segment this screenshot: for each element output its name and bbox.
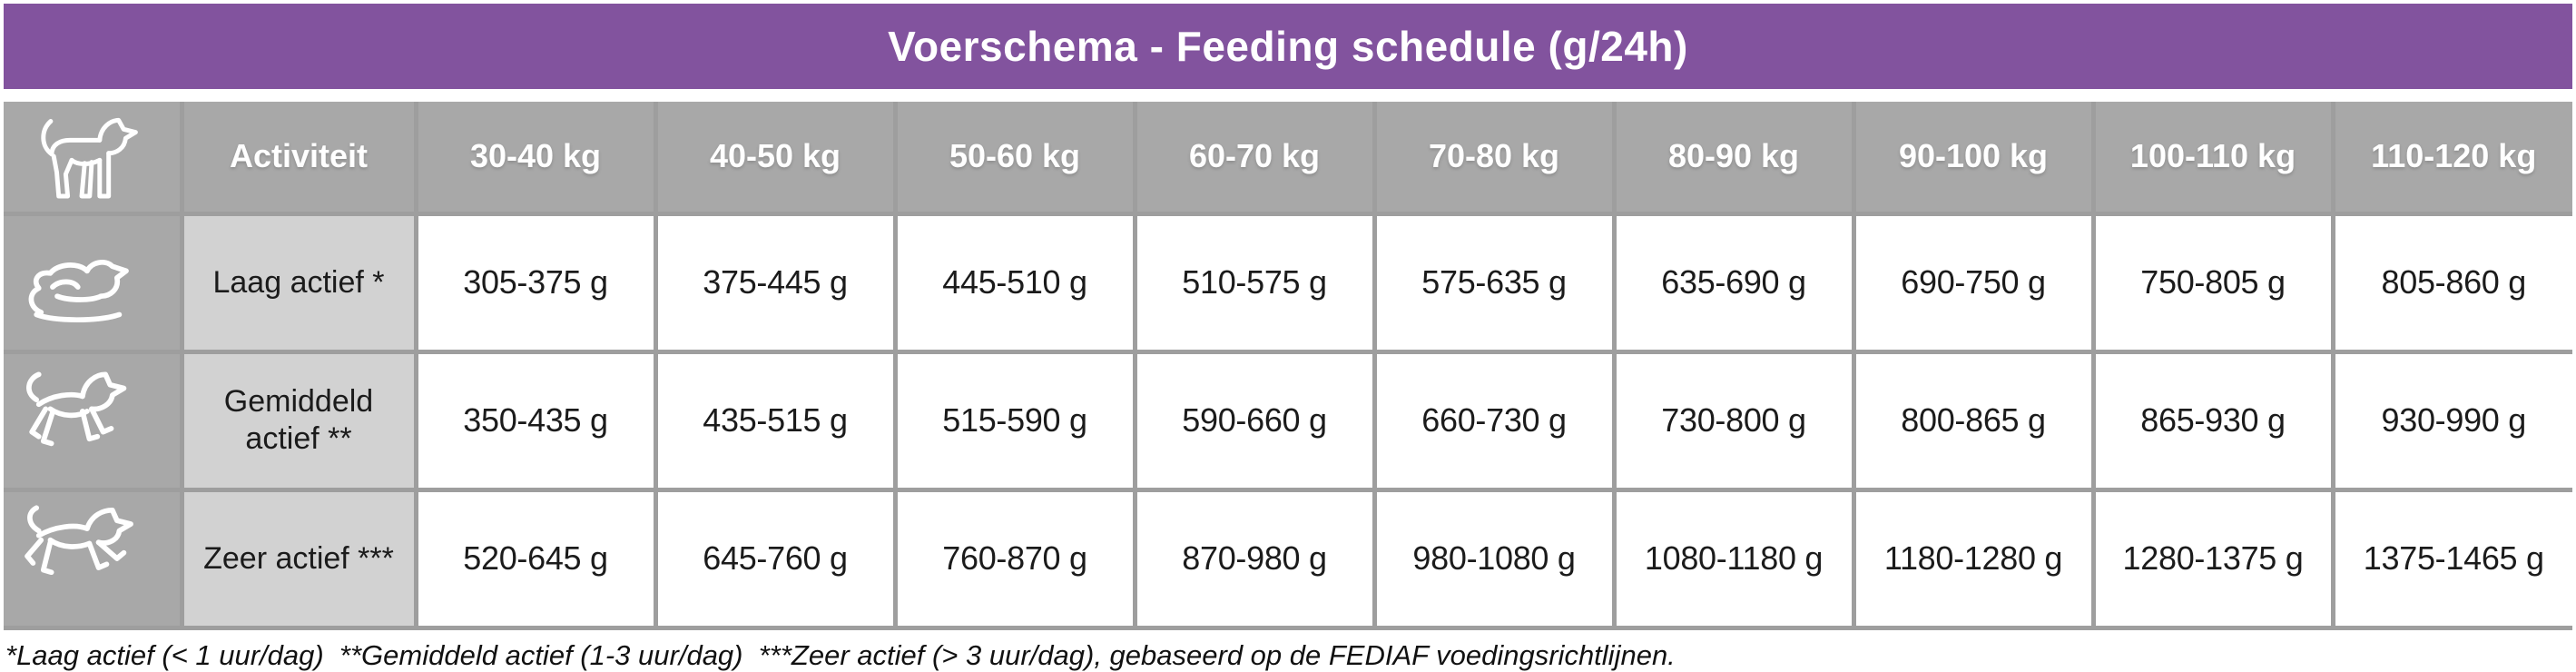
feeding-amount-cell: 435-515 g bbox=[653, 349, 898, 492]
feeding-amount-cell: 575-635 g bbox=[1372, 211, 1617, 354]
feeding-amount-cell: 520-645 g bbox=[413, 487, 658, 630]
activity-label: Gemiddeld actief ** bbox=[179, 349, 418, 492]
activity-label: Laag actief * bbox=[179, 211, 418, 354]
feeding-amount-cell: 590-660 g bbox=[1132, 349, 1377, 492]
feeding-amount-cell: 635-690 g bbox=[1611, 211, 1856, 354]
feeding-amount-cell: 865-930 g bbox=[2090, 349, 2335, 492]
weight-header: 40-50 kg bbox=[653, 102, 898, 216]
feeding-amount-cell: 760-870 g bbox=[892, 487, 1137, 630]
feeding-amount-cell: 660-730 g bbox=[1372, 349, 1617, 492]
feeding-amount-cell: 375-445 g bbox=[653, 211, 898, 354]
page-title: Voerschema - Feeding schedule (g/24h) bbox=[888, 23, 1688, 70]
feeding-amount-cell: 870-980 g bbox=[1132, 487, 1377, 630]
feeding-amount-cell: 1375-1465 g bbox=[2330, 487, 2572, 630]
feeding-table: Activiteit 30-40 kg 40-50 kg 50-60 kg 60-70… bbox=[4, 102, 2572, 630]
footnote: *Laag actief (< 1 uur/dag) **Gemiddeld a… bbox=[5, 638, 1676, 671]
dog-standing-icon bbox=[4, 108, 180, 204]
activity-column-header: Activiteit bbox=[179, 102, 418, 216]
feeding-amount-cell: 690-750 g bbox=[1851, 211, 2096, 354]
feeding-amount-cell: 1080-1180 g bbox=[1611, 487, 1856, 630]
feeding-amount-cell: 750-805 g bbox=[2090, 211, 2335, 354]
header-row: Activiteit 30-40 kg 40-50 kg 50-60 kg 60-70… bbox=[4, 102, 2572, 216]
table-row: Zeer actief *** 520-645 g 645-760 g 760-870… bbox=[4, 487, 2572, 630]
feeding-schedule-infographic: Voerschema - Feeding schedule (g/24h) Ac… bbox=[0, 4, 2576, 672]
weight-header: 110-120 kg bbox=[2330, 102, 2572, 216]
weight-header: 60-70 kg bbox=[1132, 102, 1377, 216]
table-row: Laag actief * 305-375 g 375-445 g 445-510 g… bbox=[4, 211, 2572, 354]
weight-header: 100-110 kg bbox=[2090, 102, 2335, 216]
feeding-amount-cell: 1280-1375 g bbox=[2090, 487, 2335, 630]
weight-header: 50-60 kg bbox=[892, 102, 1137, 216]
weight-header: 70-80 kg bbox=[1372, 102, 1617, 216]
weight-header: 80-90 kg bbox=[1611, 102, 1856, 216]
weight-header: 90-100 kg bbox=[1851, 102, 2096, 216]
table-row: Gemiddeld actief ** 350-435 g 435-515 g 515… bbox=[4, 349, 2572, 492]
activity-label: Zeer actief *** bbox=[179, 487, 418, 630]
feeding-amount-cell: 515-590 g bbox=[892, 349, 1137, 492]
weight-header: 30-40 kg bbox=[413, 102, 658, 216]
dog-lying-icon bbox=[4, 211, 184, 354]
feeding-amount-cell: 645-760 g bbox=[653, 487, 898, 630]
feeding-amount-cell: 805-860 g bbox=[2330, 211, 2572, 354]
feeding-amount-cell: 510-575 g bbox=[1132, 211, 1377, 354]
feeding-amount-cell: 445-510 g bbox=[892, 211, 1137, 354]
feeding-amount-cell: 930-990 g bbox=[2330, 349, 2572, 492]
title-bar: Voerschema - Feeding schedule (g/24h) bbox=[4, 4, 2572, 89]
corner-cell bbox=[4, 102, 184, 216]
dog-trotting-icon bbox=[4, 349, 184, 492]
feeding-amount-cell: 980-1080 g bbox=[1372, 487, 1617, 630]
dog-galloping-icon bbox=[4, 487, 184, 630]
feeding-amount-cell: 305-375 g bbox=[413, 211, 658, 354]
feeding-amount-cell: 800-865 g bbox=[1851, 349, 2096, 492]
table-body: Laag actief * 305-375 g 375-445 g 445-510 g… bbox=[4, 211, 2572, 630]
feeding-amount-cell: 350-435 g bbox=[413, 349, 658, 492]
feeding-amount-cell: 730-800 g bbox=[1611, 349, 1856, 492]
feeding-amount-cell: 1180-1280 g bbox=[1851, 487, 2096, 630]
